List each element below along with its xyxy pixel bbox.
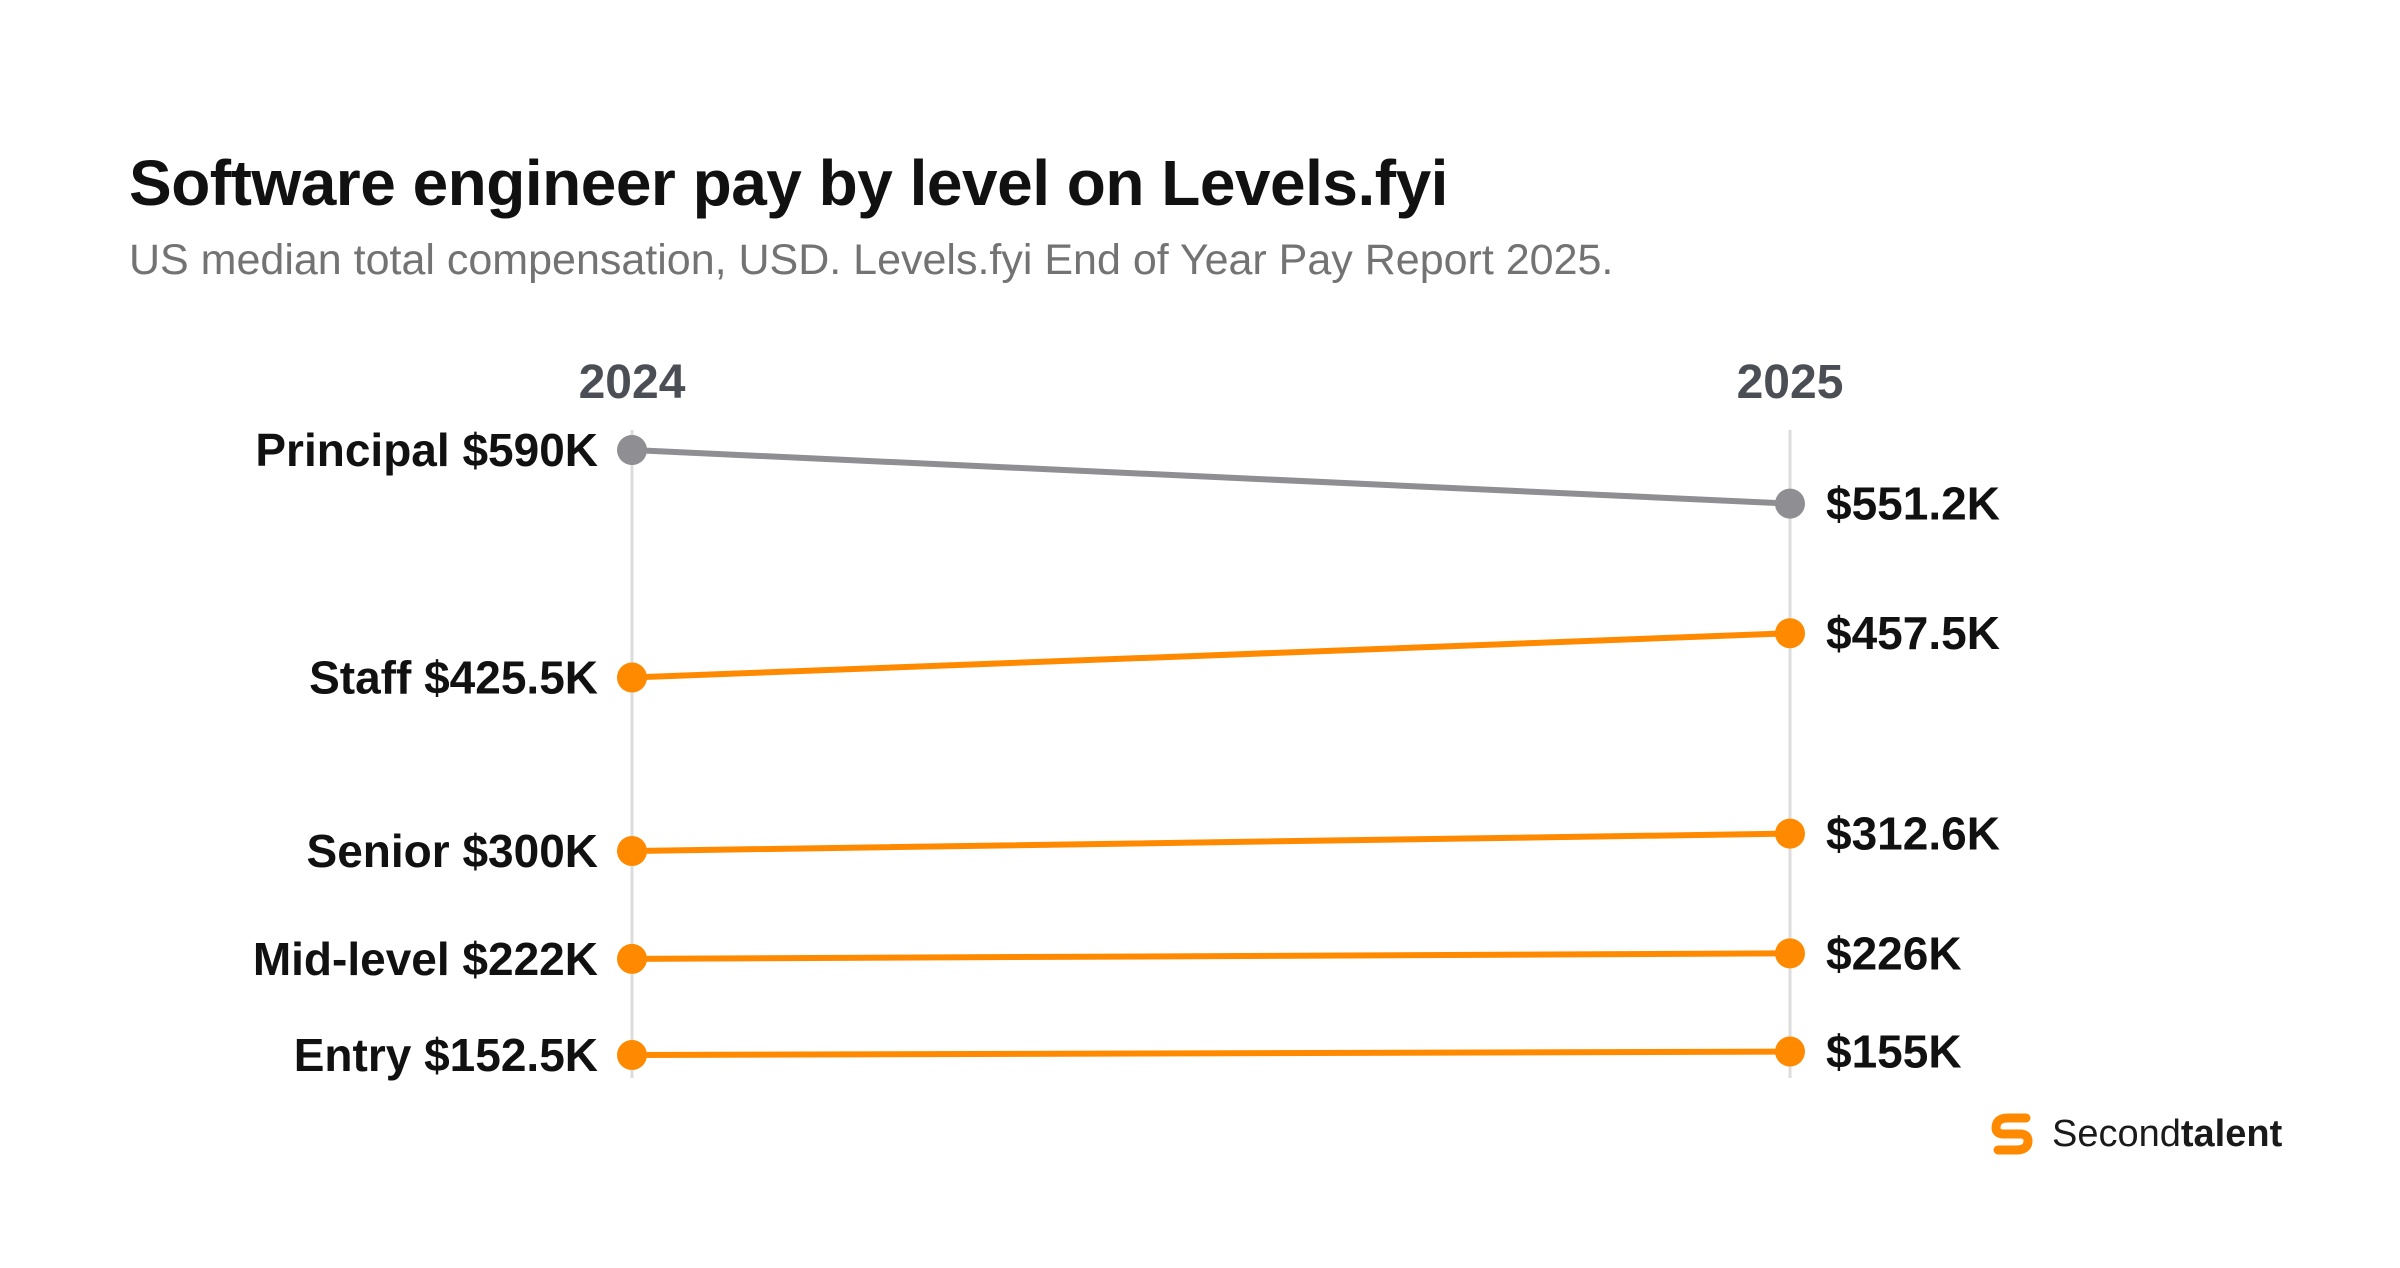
point-2024-principal xyxy=(617,435,647,465)
point-2024-entry xyxy=(617,1040,647,1070)
chart-subtitle: US median total compensation, USD. Level… xyxy=(129,236,1614,284)
point-2024-staff xyxy=(617,662,647,693)
year-label-2025: 2025 xyxy=(1737,356,1844,409)
label-2024-staff: Staff $425.5K xyxy=(309,651,598,703)
label-2024-principal: Principal $590K xyxy=(255,424,598,476)
brand-logo: Secondtalent xyxy=(1986,1108,2282,1160)
point-2025-entry xyxy=(1775,1036,1805,1067)
label-2024-mid-level: Mid-level $222K xyxy=(253,933,598,985)
brand-name: Secondtalent xyxy=(2052,1113,2282,1156)
series-line-staff xyxy=(629,630,1793,681)
label-2025-mid-level: $226K xyxy=(1826,927,1962,979)
series-line-entry xyxy=(629,1048,1793,1058)
series-line-mid-level xyxy=(629,950,1793,962)
point-2025-senior xyxy=(1775,818,1805,849)
point-2025-staff xyxy=(1775,618,1805,649)
label-2024-senior: Senior $300K xyxy=(307,825,598,877)
label-2024-entry: Entry $152.5K xyxy=(294,1029,598,1081)
label-2025-staff: $457.5K xyxy=(1826,607,2000,659)
point-2025-principal xyxy=(1775,488,1805,519)
point-2025-mid-level xyxy=(1775,938,1805,969)
series-line-principal xyxy=(629,447,1793,507)
label-2025-entry: $155K xyxy=(1826,1026,1962,1078)
point-2024-mid-level xyxy=(617,943,647,974)
label-2025-principal: $551.2K xyxy=(1826,478,2000,530)
chart-title: Software engineer pay by level on Levels… xyxy=(129,147,1448,219)
brand-name-bold: talent xyxy=(2180,1112,2283,1155)
series-line-senior xyxy=(629,830,1793,855)
point-2024-senior xyxy=(617,836,647,867)
label-2025-senior: $312.6K xyxy=(1826,808,2000,860)
secondtalent-logo-icon xyxy=(1991,1113,2033,1155)
year-label-2024: 2024 xyxy=(579,356,686,409)
brand-name-light: Second xyxy=(2052,1112,2181,1155)
